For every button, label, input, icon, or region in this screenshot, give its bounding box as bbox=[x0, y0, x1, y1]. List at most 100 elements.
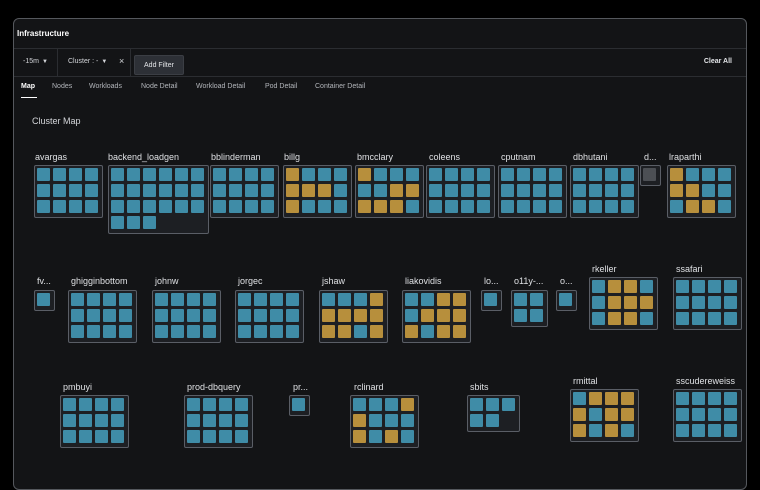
node-cell[interactable] bbox=[670, 200, 683, 213]
node-cell[interactable] bbox=[286, 309, 299, 322]
tab-workload-detail[interactable]: Workload Detail bbox=[196, 83, 246, 90]
node-cell[interactable] bbox=[286, 200, 299, 213]
node-cell[interactable] bbox=[143, 216, 156, 229]
node-cell[interactable] bbox=[318, 168, 331, 181]
node-cell[interactable] bbox=[608, 280, 621, 293]
node-cell[interactable] bbox=[370, 309, 383, 322]
node-cell[interactable] bbox=[37, 168, 50, 181]
node-cell[interactable] bbox=[401, 430, 414, 443]
node-cell[interactable] bbox=[79, 398, 92, 411]
node-cell[interactable] bbox=[477, 184, 490, 197]
node-cell[interactable] bbox=[621, 200, 634, 213]
node-cell[interactable] bbox=[203, 398, 216, 411]
node-cell[interactable] bbox=[358, 168, 371, 181]
cluster-card[interactable] bbox=[34, 165, 103, 218]
node-cell[interactable] bbox=[235, 398, 248, 411]
node-cell[interactable] bbox=[235, 414, 248, 427]
node-cell[interactable] bbox=[127, 184, 140, 197]
node-cell[interactable] bbox=[401, 398, 414, 411]
node-cell[interactable] bbox=[640, 296, 653, 309]
node-cell[interactable] bbox=[605, 200, 618, 213]
node-cell[interactable] bbox=[514, 309, 527, 322]
node-cell[interactable] bbox=[692, 280, 705, 293]
node-cell[interactable] bbox=[235, 430, 248, 443]
node-cell[interactable] bbox=[724, 296, 737, 309]
node-cell[interactable] bbox=[385, 414, 398, 427]
node-cell[interactable] bbox=[37, 293, 50, 306]
node-cell[interactable] bbox=[111, 184, 124, 197]
cluster-card[interactable] bbox=[235, 290, 304, 343]
node-cell[interactable] bbox=[318, 184, 331, 197]
node-cell[interactable] bbox=[374, 200, 387, 213]
node-cell[interactable] bbox=[708, 392, 721, 405]
node-cell[interactable] bbox=[461, 184, 474, 197]
node-cell[interactable] bbox=[37, 184, 50, 197]
node-cell[interactable] bbox=[213, 184, 226, 197]
node-cell[interactable] bbox=[322, 325, 335, 338]
node-cell[interactable] bbox=[589, 424, 602, 437]
node-cell[interactable] bbox=[624, 296, 637, 309]
node-cell[interactable] bbox=[573, 200, 586, 213]
node-cell[interactable] bbox=[203, 293, 216, 306]
node-cell[interactable] bbox=[608, 296, 621, 309]
node-cell[interactable] bbox=[718, 168, 731, 181]
node-cell[interactable] bbox=[429, 184, 442, 197]
node-cell[interactable] bbox=[477, 200, 490, 213]
node-cell[interactable] bbox=[270, 293, 283, 306]
node-cell[interactable] bbox=[549, 200, 562, 213]
node-cell[interactable] bbox=[213, 168, 226, 181]
node-cell[interactable] bbox=[405, 293, 418, 306]
node-cell[interactable] bbox=[85, 168, 98, 181]
node-cell[interactable] bbox=[708, 280, 721, 293]
node-cell[interactable] bbox=[71, 325, 84, 338]
node-cell[interactable] bbox=[79, 414, 92, 427]
node-cell[interactable] bbox=[385, 430, 398, 443]
node-cell[interactable] bbox=[445, 168, 458, 181]
node-cell[interactable] bbox=[85, 200, 98, 213]
node-cell[interactable] bbox=[358, 184, 371, 197]
node-cell[interactable] bbox=[605, 392, 618, 405]
time-range-picker[interactable]: -15m ▼ bbox=[23, 58, 48, 65]
node-cell[interactable] bbox=[605, 408, 618, 421]
node-cell[interactable] bbox=[159, 168, 172, 181]
node-cell[interactable] bbox=[254, 309, 267, 322]
node-cell[interactable] bbox=[573, 424, 586, 437]
node-cell[interactable] bbox=[702, 184, 715, 197]
node-cell[interactable] bbox=[421, 309, 434, 322]
node-cell[interactable] bbox=[229, 184, 242, 197]
node-cell[interactable] bbox=[708, 408, 721, 421]
node-cell[interactable] bbox=[53, 200, 66, 213]
node-cell[interactable] bbox=[573, 184, 586, 197]
node-cell[interactable] bbox=[517, 168, 530, 181]
node-cell[interactable] bbox=[589, 408, 602, 421]
node-cell[interactable] bbox=[406, 168, 419, 181]
node-cell[interactable] bbox=[486, 398, 499, 411]
cluster-card[interactable] bbox=[402, 290, 471, 343]
node-cell[interactable] bbox=[370, 293, 383, 306]
node-cell[interactable] bbox=[286, 184, 299, 197]
node-cell[interactable] bbox=[406, 200, 419, 213]
node-cell[interactable] bbox=[261, 200, 274, 213]
node-cell[interactable] bbox=[292, 398, 305, 411]
node-cell[interactable] bbox=[191, 184, 204, 197]
node-cell[interactable] bbox=[530, 293, 543, 306]
node-cell[interactable] bbox=[533, 184, 546, 197]
cluster-card[interactable] bbox=[319, 290, 388, 343]
node-cell[interactable] bbox=[589, 200, 602, 213]
node-cell[interactable] bbox=[676, 392, 689, 405]
node-cell[interactable] bbox=[37, 200, 50, 213]
node-cell[interactable] bbox=[369, 398, 382, 411]
node-cell[interactable] bbox=[477, 168, 490, 181]
node-cell[interactable] bbox=[686, 200, 699, 213]
node-cell[interactable] bbox=[79, 430, 92, 443]
clear-all-button[interactable]: Clear All bbox=[703, 58, 732, 65]
cluster-card[interactable] bbox=[60, 395, 129, 448]
node-cell[interactable] bbox=[187, 414, 200, 427]
node-cell[interactable] bbox=[453, 309, 466, 322]
node-cell[interactable] bbox=[549, 168, 562, 181]
node-cell[interactable] bbox=[95, 414, 108, 427]
cluster-card[interactable] bbox=[511, 290, 548, 327]
node-cell[interactable] bbox=[589, 168, 602, 181]
node-cell[interactable] bbox=[191, 168, 204, 181]
node-cell[interactable] bbox=[155, 293, 168, 306]
